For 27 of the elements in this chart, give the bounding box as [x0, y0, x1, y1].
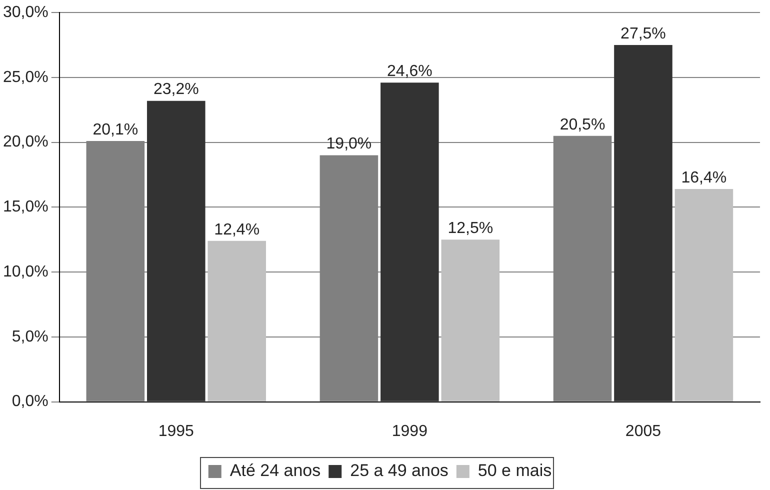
data-label: 23,2%	[153, 81, 199, 98]
x-tick-label: 1999	[392, 422, 428, 440]
data-label: 20,5%	[560, 116, 606, 134]
bar	[614, 45, 672, 402]
data-label: 16,4%	[681, 169, 727, 186]
bar	[208, 240, 266, 402]
y-tick-label: 30,0%	[2, 4, 48, 22]
y-tick-label: 5,0%	[12, 328, 48, 346]
y-tick-label: 0,0%	[12, 393, 48, 410]
data-label: 24,6%	[386, 63, 432, 80]
legend-label: Até 24 anos	[230, 461, 321, 480]
legend-label: 25 a 49 anos	[350, 461, 448, 480]
bar	[380, 82, 439, 402]
x-tick-label: 2005	[625, 422, 662, 440]
x-tick-label: 1995	[158, 422, 194, 440]
bar	[674, 189, 734, 402]
y-tick-label: 15,0%	[2, 198, 48, 216]
data-label: 27,5%	[620, 25, 666, 42]
data-label: 12,5%	[448, 220, 494, 238]
y-tick-label: 20,0%	[2, 134, 48, 151]
bar	[441, 240, 500, 402]
legend-label: 50 e mais	[478, 461, 552, 480]
bar	[146, 100, 206, 402]
y-tick-label: 10,0%	[2, 263, 48, 280]
data-label: 20,1%	[92, 121, 138, 138]
y-tick-label: 25,0%	[2, 68, 48, 86]
data-label: 12,4%	[214, 221, 260, 238]
